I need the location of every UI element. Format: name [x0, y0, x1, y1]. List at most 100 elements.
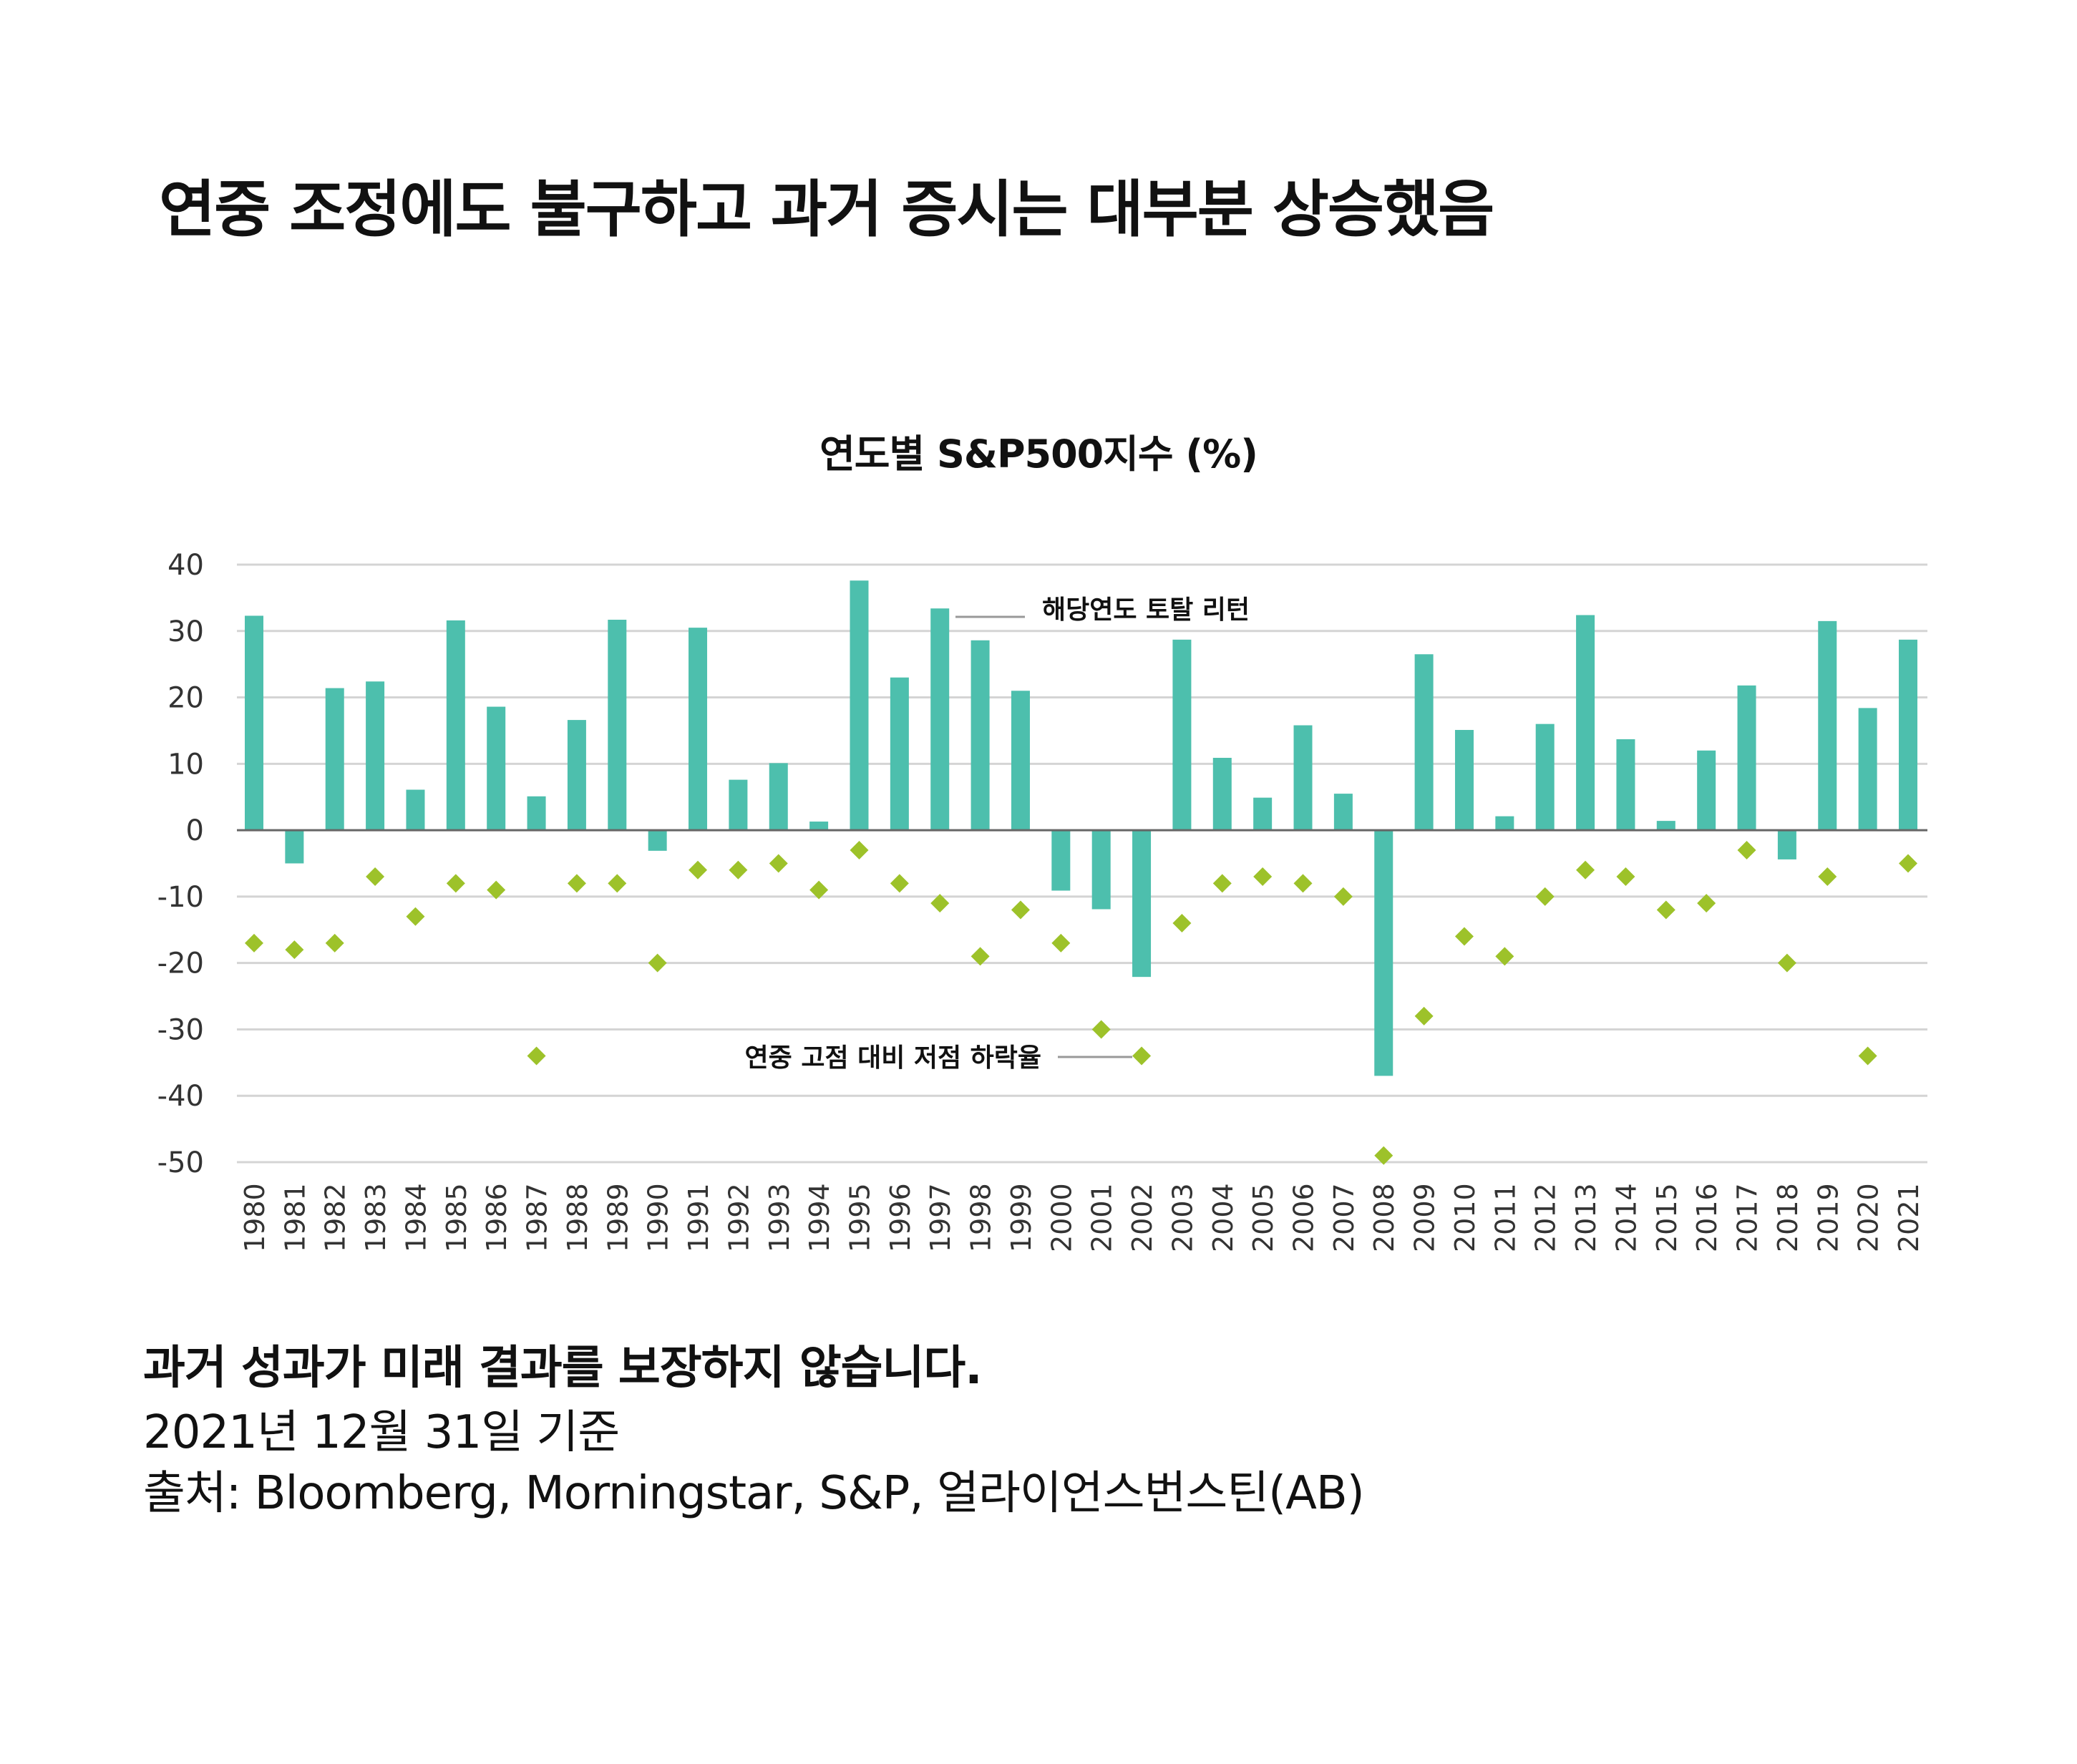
- bar-2019: [1818, 620, 1837, 831]
- x-tick-label: 2017: [1732, 1183, 1764, 1252]
- drawdown-marker-1995: [850, 840, 869, 859]
- drawdown-marker-2001: [1091, 1020, 1111, 1039]
- drawdown-marker-1988: [567, 874, 586, 893]
- bar-1996: [890, 677, 909, 831]
- y-tick-label: 10: [167, 748, 204, 781]
- x-tick-label: 1983: [360, 1183, 391, 1252]
- drawdown-marker-1985: [446, 874, 465, 893]
- bar-2007: [1333, 794, 1353, 831]
- x-tick-label: 1997: [925, 1183, 956, 1252]
- drawdown-marker-2005: [1253, 867, 1273, 887]
- bar-2000: [1051, 830, 1071, 891]
- drawdown-marker-1987: [527, 1046, 546, 1066]
- x-tick-label: 1991: [683, 1183, 714, 1252]
- x-tick-label: 2007: [1328, 1183, 1360, 1252]
- bar-2010: [1454, 730, 1474, 831]
- bar-1995: [850, 580, 869, 831]
- drawdown-marker-2013: [1576, 860, 1595, 879]
- x-tick-label: 2009: [1409, 1183, 1441, 1252]
- bar-2011: [1495, 816, 1514, 831]
- bar-1994: [809, 822, 829, 831]
- drawdown-marker-1997: [930, 894, 950, 913]
- bar-2021: [1899, 639, 1917, 831]
- bar-1992: [729, 779, 748, 831]
- y-tick-label: 30: [167, 615, 204, 648]
- x-tick-label: 2002: [1127, 1183, 1158, 1252]
- page-title: 연중 조정에도 불구하고 과거 증시는 대부분 상승했음: [159, 174, 1494, 245]
- drawdown-marker-1993: [769, 854, 788, 873]
- bar-1999: [1011, 691, 1030, 831]
- drawdown-marker-2007: [1333, 887, 1353, 906]
- x-tick-label: 2015: [1651, 1183, 1683, 1252]
- x-tick-label: 2018: [1772, 1183, 1804, 1252]
- drawdown-marker-1989: [608, 874, 627, 893]
- drawdown-marker-2000: [1051, 933, 1071, 952]
- drawdown-marker-1996: [890, 874, 909, 893]
- drawdown-marker-1980: [245, 933, 263, 952]
- drawdown-marker-2003: [1172, 914, 1192, 932]
- y-tick-label: -10: [157, 881, 204, 914]
- bar-2016: [1697, 750, 1716, 831]
- x-tick-label: 2010: [1449, 1183, 1481, 1252]
- x-tick-label: 2008: [1368, 1183, 1400, 1252]
- x-tick-label: 2016: [1691, 1183, 1723, 1252]
- bar-2015: [1656, 821, 1675, 831]
- drawdown-marker-2019: [1818, 867, 1837, 887]
- x-tick-label: 1984: [400, 1183, 432, 1252]
- y-tick-label: -40: [157, 1080, 204, 1113]
- drawdown-marker-2016: [1697, 894, 1716, 913]
- x-tick-label: 2001: [1086, 1183, 1118, 1252]
- bar-1990: [648, 830, 667, 851]
- bar-1982: [325, 688, 344, 831]
- chart-title: 연도별 S&P500지수 (%): [819, 432, 1258, 477]
- bar-1980: [245, 615, 263, 831]
- bar-1986: [487, 706, 506, 831]
- bar-1998: [971, 640, 990, 831]
- drawdown-marker-2014: [1616, 867, 1635, 887]
- bar-2006: [1293, 725, 1313, 831]
- x-tick-label: 2014: [1610, 1183, 1642, 1252]
- drawdown-marker-2002: [1132, 1046, 1152, 1066]
- source-note: 출처: Bloomberg, Morningstar, S&P, 얼라이언스번스…: [143, 1467, 1365, 1520]
- bar-1983: [366, 681, 385, 831]
- x-tick-label: 1989: [602, 1183, 633, 1252]
- x-tick-label: 1992: [723, 1183, 754, 1252]
- y-tick-label: 40: [167, 549, 204, 582]
- x-tick-label: 2004: [1207, 1183, 1239, 1252]
- drawdown-marker-1999: [1011, 900, 1030, 920]
- drawdown-marker-2004: [1212, 874, 1232, 893]
- drawdown-marker-2020: [1858, 1046, 1877, 1066]
- bar-1984: [406, 789, 425, 831]
- x-tick-label: 1980: [239, 1183, 271, 1252]
- drawdown-marker-1983: [366, 867, 385, 887]
- bar-2004: [1212, 757, 1232, 831]
- bar-2013: [1576, 615, 1595, 831]
- x-tick-label: 1996: [885, 1183, 916, 1252]
- drawdown-marker-1986: [487, 880, 506, 900]
- drawdown-marker-1982: [325, 933, 344, 952]
- x-tick-label: 1998: [965, 1183, 997, 1252]
- x-tick-label: 2000: [1046, 1183, 1077, 1252]
- bar-1991: [689, 628, 708, 831]
- bar-2014: [1616, 739, 1635, 831]
- drawdown-marker-1998: [971, 947, 990, 966]
- bar-1981: [285, 830, 304, 864]
- x-tick-label: 2003: [1167, 1183, 1198, 1252]
- y-tick-label: -50: [157, 1146, 204, 1179]
- x-tick-label: 2019: [1812, 1183, 1844, 1252]
- bar-2020: [1858, 708, 1877, 831]
- y-tick-label: 0: [186, 814, 204, 847]
- x-tick-label: 1993: [764, 1183, 795, 1252]
- x-tick-label: 1999: [1006, 1183, 1037, 1252]
- bar-2008: [1374, 830, 1393, 1076]
- x-tick-label: 2012: [1530, 1183, 1562, 1252]
- drawdown-marker-2018: [1777, 953, 1796, 973]
- y-tick-label: 20: [167, 682, 204, 715]
- drawdown-marker-1981: [285, 940, 304, 960]
- drawdown-marker-2012: [1535, 887, 1555, 906]
- drawdown-marker-1990: [648, 953, 667, 973]
- bar-2012: [1535, 723, 1555, 831]
- x-tick-label: 1985: [441, 1183, 472, 1252]
- as-of-date: 2021년 12월 31일 기준: [143, 1406, 620, 1459]
